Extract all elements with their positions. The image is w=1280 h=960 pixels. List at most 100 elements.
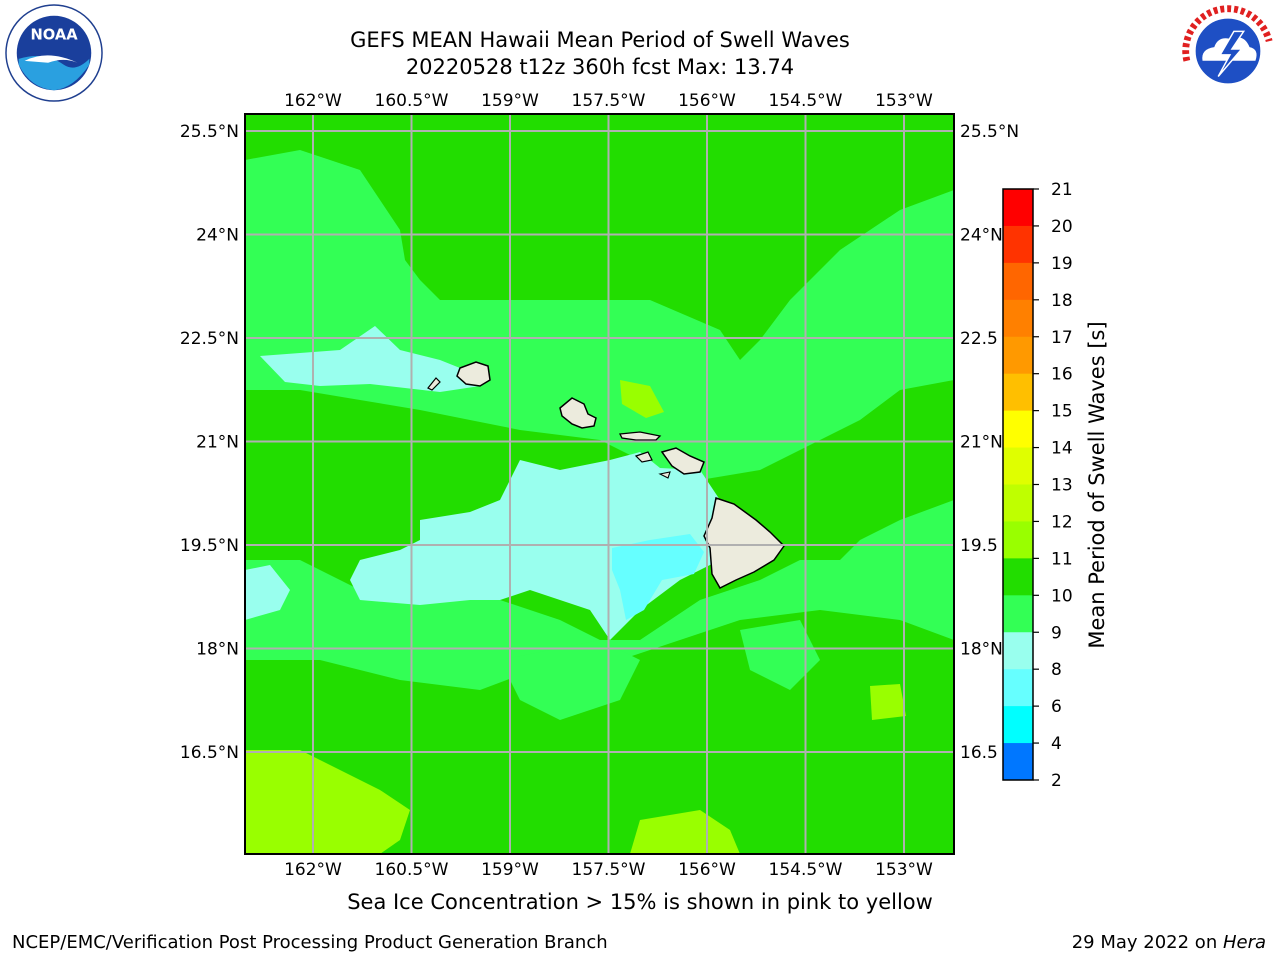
latitude-tick-label: 16.5°N <box>180 743 239 763</box>
colorbar-tick-label: 2 <box>1051 771 1062 791</box>
nws-logo <box>1180 3 1276 99</box>
latitude-tick-label-right: 22.5 <box>960 329 998 349</box>
island-kauai <box>456 361 491 387</box>
colorbar-swatch <box>1003 410 1033 449</box>
colorbar-tick-label: 6 <box>1051 697 1062 717</box>
contour-10-11-patch-east <box>740 620 820 690</box>
colorbar-swatch <box>1003 189 1033 227</box>
sea-ice-caption: Sea Ice Concentration > 15% is shown in … <box>347 890 933 914</box>
colorbar-tick-label: 21 <box>1051 180 1073 200</box>
colorbar-swatch <box>1003 225 1033 264</box>
colorbar-swatch <box>1003 669 1033 707</box>
footer-machine: Hera <box>1222 932 1266 953</box>
colorbar: 21 20 19 18 17 16 15 14 13 12 11 10 9 8 6 4 2 <box>1002 180 1073 791</box>
longitude-tick-label: 153°W <box>875 860 933 880</box>
contour-11-12-north <box>245 114 954 360</box>
island-molokai <box>618 431 662 441</box>
longitude-tick-label: 162°W <box>284 860 342 880</box>
island-kahoolawe <box>658 471 671 479</box>
latitude-tick-label-right: 19.5 <box>960 536 998 556</box>
colorbar-tick-label: 8 <box>1051 660 1062 680</box>
latitude-tick-label: 21°N <box>196 433 239 453</box>
footer-date-text: 29 May 2022 on <box>1071 932 1223 953</box>
island-maui <box>660 447 705 475</box>
noaa-logo: NOAA <box>5 4 103 102</box>
longitude-tick-label: 162°W <box>284 91 342 111</box>
contour-8-9-leeward <box>612 534 704 620</box>
colorbar-tick-label: 19 <box>1051 254 1073 274</box>
contour-12-13-se <box>870 684 906 720</box>
map-frame <box>244 113 955 855</box>
colorbar-swatch <box>1003 521 1033 559</box>
island-niihau <box>427 377 441 391</box>
colorbar-swatch <box>1003 558 1033 596</box>
colorbar-swatch <box>1003 299 1033 338</box>
chart-title: GEFS MEAN Hawaii Mean Period of Swell Wa… <box>350 28 850 52</box>
swell-period-field <box>245 114 954 854</box>
footer-date: 29 May 2022 on Hera <box>1072 932 1266 953</box>
contour-9-10-kauai <box>260 326 480 392</box>
longitude-tick-label: 159°W <box>481 860 539 880</box>
colorbar-swatch <box>1003 595 1033 633</box>
colorbar-tick-label: 11 <box>1051 549 1073 569</box>
latitude-tick-label: 18°N <box>196 640 239 660</box>
colorbar-swatch <box>1003 373 1033 412</box>
hawaiian-islands <box>427 361 785 589</box>
colorbar-swatch <box>1003 632 1033 670</box>
longitude-tick-label: 154.5°W <box>769 860 843 880</box>
island-lanai <box>634 451 653 463</box>
graticule <box>245 114 954 854</box>
colorbar-swatch <box>1003 262 1033 301</box>
colorbar-tick-label: 17 <box>1051 328 1073 348</box>
colorbar-tick-label: 4 <box>1051 734 1062 754</box>
longitude-tick-label: 160.5°W <box>375 91 449 111</box>
svg-text:NOAA: NOAA <box>30 26 78 43</box>
longitude-tick-label: 157.5°W <box>572 860 646 880</box>
colorbar-tick-label: 16 <box>1051 365 1073 385</box>
latitude-labels-right: 25.5°N 24°N 22.5 21°N 19.5 18°N 16.5 <box>960 122 1019 763</box>
contour-10-11-patch <box>500 640 640 720</box>
latitude-tick-label-right: 16.5 <box>960 743 998 763</box>
latitude-tick-label: 19.5°N <box>180 536 239 556</box>
colorbar-tick-label: 15 <box>1051 402 1073 422</box>
latitude-tick-label: 25.5°N <box>180 122 239 142</box>
contour-12-13-sw <box>245 750 410 854</box>
longitude-tick-label: 159°W <box>481 91 539 111</box>
colorbar-swatch <box>1003 484 1033 522</box>
latitude-labels-left: 25.5°N 24°N 22.5°N 21°N 19.5°N 18°N 16.5°N <box>180 122 239 763</box>
latitude-tick-label-right: 25.5°N <box>960 122 1019 142</box>
colorbar-swatch <box>1003 336 1033 375</box>
colorbar-tick-label: 9 <box>1051 623 1062 643</box>
longitude-labels-bottom: 162°W 160.5°W 159°W 157.5°W 156°W 154.5°W 153°… <box>284 860 933 880</box>
colorbar-tick-label: 12 <box>1051 512 1073 532</box>
island-hawaii <box>703 497 785 589</box>
colorbar-label: Mean Period of Swell Waves [s] <box>1085 321 1109 649</box>
latitude-tick-label: 22.5°N <box>180 329 239 349</box>
latitude-tick-label: 24°N <box>196 226 239 246</box>
colorbar-swatch <box>1003 743 1033 781</box>
longitude-tick-label: 156°W <box>678 860 736 880</box>
contour-9-10-west <box>245 565 290 620</box>
longitude-tick-label: 157.5°W <box>572 91 646 111</box>
longitude-tick-label: 154.5°W <box>769 91 843 111</box>
longitude-tick-label: 156°W <box>678 91 736 111</box>
colorbar-tick-label: 14 <box>1051 439 1073 459</box>
longitude-labels-top: 162°W 160.5°W 159°W 157.5°W 156°W 154.5°W 153°… <box>284 91 933 111</box>
longitude-tick-label: 153°W <box>875 91 933 111</box>
latitude-tick-label-right: 18°N <box>960 640 1003 660</box>
island-oahu <box>559 397 597 429</box>
colorbar-tick-label: 18 <box>1051 291 1073 311</box>
latitude-tick-label-right: 21°N <box>960 433 1003 453</box>
colorbar-tick-label: 20 <box>1051 217 1073 237</box>
contour-12-13-s <box>630 810 740 854</box>
colorbar-tick-label: 10 <box>1051 586 1073 606</box>
colorbar-swatch <box>1003 447 1033 485</box>
chart-subtitle: 20220528 t12z 360h fcst Max: 13.74 <box>405 55 795 79</box>
colorbar-swatch <box>1003 706 1033 744</box>
footer-organization: NCEP/EMC/Verification Post Processing Pr… <box>12 932 608 953</box>
contour-12-13-molokai <box>620 380 664 418</box>
longitude-tick-label: 160.5°W <box>375 860 449 880</box>
latitude-tick-label-right: 24°N <box>960 226 1003 246</box>
colorbar-tick-label: 13 <box>1051 476 1073 496</box>
